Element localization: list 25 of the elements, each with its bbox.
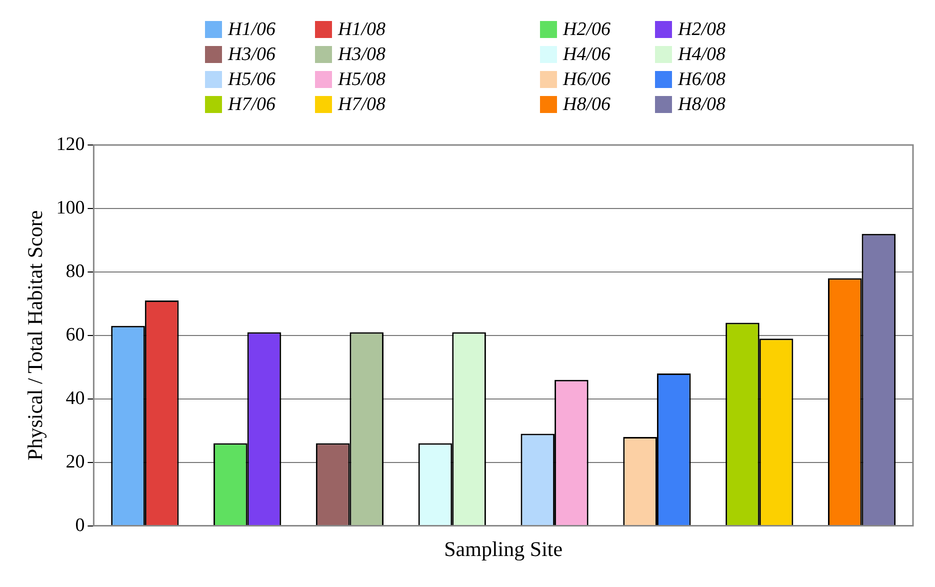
legend-label: H4/06: [563, 44, 610, 66]
legend-label: H5/08: [338, 68, 386, 90]
y-tick-label: 120: [56, 134, 85, 155]
legend-label: H3/08: [338, 44, 386, 66]
legend-label: H8/06: [563, 94, 610, 116]
legend-label: H4/08: [678, 44, 726, 66]
y-tick-label: 0: [75, 514, 85, 536]
y-tick-label: 60: [66, 324, 85, 346]
legend-label: H3/06: [228, 44, 276, 66]
y-tick-label: 100: [56, 197, 85, 218]
legend-label: H8/08: [678, 94, 726, 116]
legend-label: H1/06: [228, 18, 276, 40]
legend-label: H7/08: [338, 94, 386, 116]
legend-label: H6/06: [563, 68, 610, 90]
y-tick-label: 40: [66, 388, 85, 409]
legend-label: H5/06: [228, 68, 276, 90]
legend-label: H6/08: [678, 68, 726, 90]
legend-label: H2/06: [563, 18, 610, 40]
legend-label: H1/08: [338, 18, 386, 40]
legend-label: H2/08: [678, 18, 726, 40]
legend-label: H7/06: [228, 94, 276, 116]
y-axis-title: Physical / Total Habitat Score: [23, 210, 48, 460]
x-axis-title: Sampling Site: [444, 536, 563, 561]
y-tick-label: 20: [66, 451, 85, 472]
y-tick-label: 80: [66, 260, 85, 282]
